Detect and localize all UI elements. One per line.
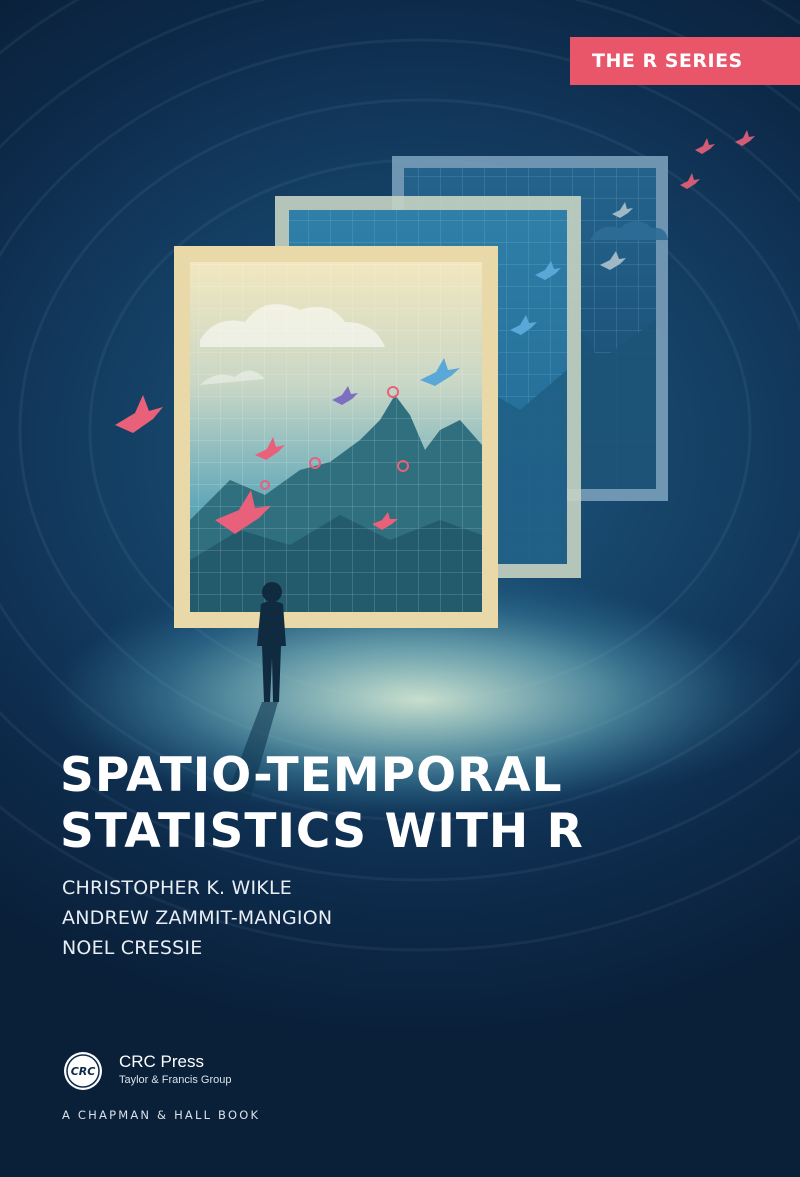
- light-floor: [40, 585, 800, 815]
- crc-logo-text: CRC: [71, 1065, 96, 1078]
- publisher-block: CRC CRC Press Taylor & Francis Group A C…: [62, 1050, 382, 1130]
- person-shadow: [225, 702, 278, 800]
- series-badge: THE R SERIES: [570, 37, 800, 85]
- bird-icon: [332, 202, 633, 405]
- publisher-group: Taylor & Francis Group: [119, 1074, 232, 1086]
- author-list: CHRISTOPHER K. WIKLE ANDREW ZAMMIT-MANGI…: [62, 873, 662, 963]
- bird-icon: [115, 130, 755, 534]
- publisher-name: CRC Press: [119, 1052, 205, 1071]
- author-name: ANDREW ZAMMIT-MANGION: [62, 907, 333, 929]
- book-title: SPATIO-TEMPORAL STATISTICS WITH R: [60, 748, 780, 860]
- publisher-imprint: A CHAPMAN & HALL BOOK: [62, 1108, 261, 1122]
- crc-press-logo-icon: CRC: [64, 1052, 102, 1090]
- book-title-line-2: STATISTICS WITH R: [60, 804, 584, 859]
- author-name: NOEL CRESSIE: [62, 937, 203, 959]
- person-silhouette-icon: [257, 582, 286, 702]
- front-frame: [174, 246, 498, 628]
- series-label: THE R SERIES: [592, 50, 743, 72]
- author-name: CHRISTOPHER K. WIKLE: [62, 877, 292, 899]
- book-title-line-1: SPATIO-TEMPORAL: [60, 748, 563, 803]
